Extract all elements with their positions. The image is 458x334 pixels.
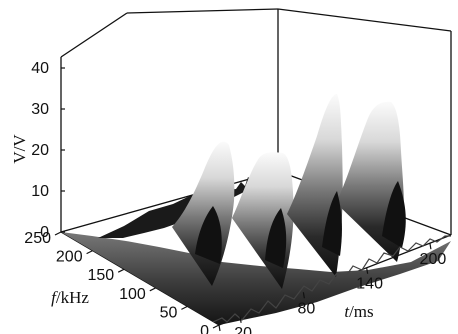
y-axis-unit: /kHz (56, 288, 90, 307)
y-tick-mark-250 (54, 231, 62, 236)
x-tick-mark-200 (429, 243, 432, 250)
y-tick-mark-100 (149, 287, 157, 292)
z-axis-title: V/V (10, 134, 29, 164)
surface-shadow-left (195, 206, 222, 264)
x-tick-label-200: 200 (420, 251, 447, 268)
surface-shadow-mid (265, 208, 287, 268)
z-tick-label-20: 20 (31, 142, 49, 159)
surface-fringe (212, 235, 451, 323)
x-tick-label-80: 80 (297, 300, 315, 317)
back-top-edge (126, 8, 279, 14)
surface (61, 94, 451, 325)
y-tick-label-150: 150 (87, 267, 114, 284)
surface-shadow-far-right (382, 181, 406, 248)
x-tick-mark-0 (218, 324, 221, 332)
x-tick-label-20: 20 (234, 325, 252, 334)
y-tick-label-50: 50 (160, 304, 178, 321)
left-top-edge (60, 12, 128, 58)
y-axis-variable: f (51, 288, 58, 307)
y-tick-mark-150 (117, 268, 125, 273)
y-axis-title: f/kHz (51, 288, 89, 307)
z-tick-label-0: 0 (40, 224, 49, 241)
x-axis: 02080140200 (218, 243, 447, 334)
x-axis-unit: /ms (349, 302, 374, 321)
y-tick-mark-200 (86, 250, 93, 255)
z-tick-label-30: 30 (31, 101, 49, 118)
surface-floor (61, 232, 451, 325)
z-tick-label-10: 10 (31, 183, 49, 200)
y-tick-label-250: 250 (24, 230, 51, 247)
y-tick-label-200: 200 (56, 249, 83, 266)
surface-shadow-right (322, 191, 342, 256)
y-tick-mark-0 (212, 324, 220, 329)
x-axis-variable: t (344, 302, 350, 321)
x-tick-mark-20 (239, 316, 242, 323)
z-tick-label-40: 40 (31, 60, 49, 77)
z-axis: 0 10 20 30 40 (31, 60, 65, 241)
floor-back-left-edge (60, 170, 279, 233)
x-tick-mark-80 (302, 292, 305, 299)
x-tick-label-140: 140 (356, 276, 383, 293)
x-axis-title: t/ms (344, 302, 373, 321)
y-tick-mark-50 (181, 305, 188, 310)
y-tick-label-0: 0 (200, 323, 209, 334)
top-right-edge (277, 8, 452, 32)
y-tick-label-100: 100 (119, 286, 146, 303)
x-tick-mark-140 (366, 267, 369, 274)
